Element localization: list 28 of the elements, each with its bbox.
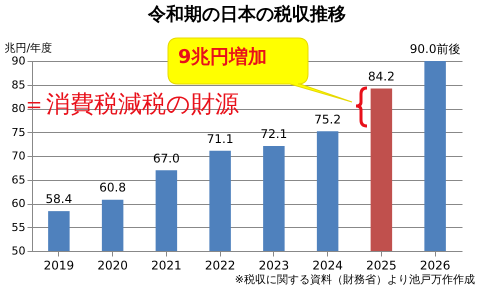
- y-axis-title: 兆円/年度: [4, 42, 52, 54]
- data-label: 60.8: [99, 180, 126, 195]
- x-tick-label: 2019: [44, 258, 74, 272]
- data-label: 67.0: [153, 151, 180, 166]
- data-label: 72.1: [260, 127, 288, 142]
- y-tick-label: 60: [12, 197, 26, 210]
- x-tick-label: 2023: [258, 258, 290, 272]
- y-tick-label: 65: [12, 173, 26, 186]
- x-tick-label: 2022: [204, 258, 236, 272]
- x-tick-label: 2021: [151, 258, 182, 272]
- data-label: 75.2: [314, 112, 341, 126]
- data-label: 84.2: [368, 70, 395, 84]
- y-tick-label: 75: [12, 126, 26, 139]
- data-label: 71.1: [206, 132, 234, 146]
- x-tick-label: 2026: [420, 258, 450, 272]
- y-tick-label: 50: [12, 244, 26, 258]
- y-tick-label: 55: [12, 220, 26, 234]
- data-label: 90.0前後: [410, 42, 460, 56]
- x-tick-label: 2025: [366, 258, 397, 272]
- y-tick-label: 70: [12, 150, 26, 162]
- text: ※税収に関する資料（財務省）より池戸万作作成: [234, 272, 475, 287]
- x-tick-label: 2020: [97, 258, 128, 272]
- chart-title: 令和期の日本の税収推移: [147, 4, 346, 25]
- x-tick-label: 2024: [312, 258, 343, 272]
- annotation: 9兆円増加: [178, 45, 268, 70]
- y-tick-label: 90: [12, 54, 26, 68]
- data-label: 58.4: [46, 192, 72, 206]
- y-tick-label: 85: [12, 78, 26, 92]
